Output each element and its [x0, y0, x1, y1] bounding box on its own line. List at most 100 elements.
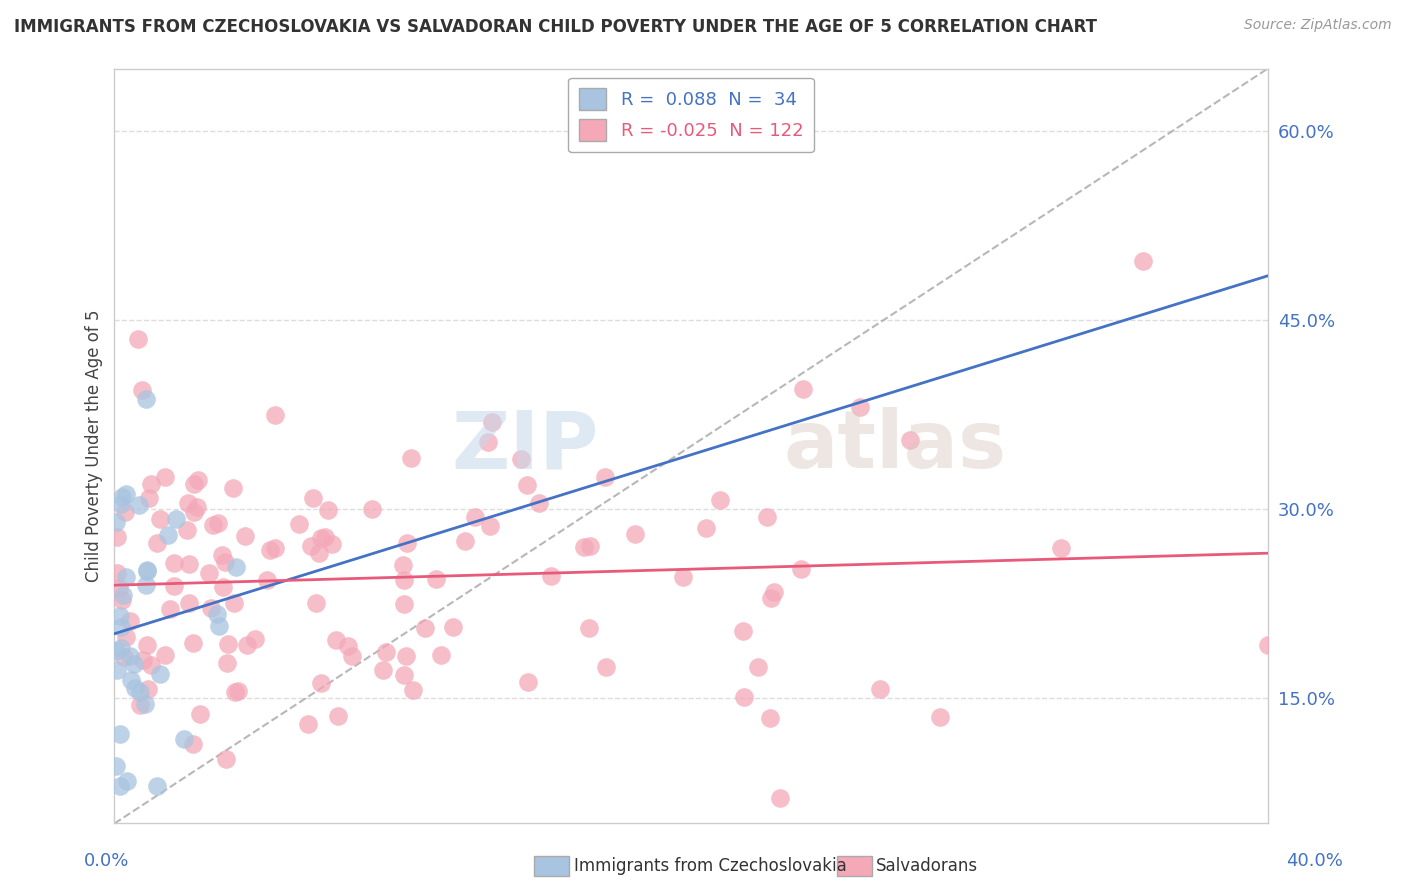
Point [110, 497, 132, 511]
Point [869, 682, 891, 697]
Point [529, 495, 551, 509]
Point [105, 566, 128, 580]
Point [128, 698, 150, 713]
Point [105, 663, 128, 677]
Point [215, 752, 238, 766]
Point [481, 415, 503, 429]
Point [245, 632, 267, 646]
Point [392, 597, 415, 611]
Point [118, 614, 141, 628]
Point [135, 578, 157, 592]
Point [177, 496, 200, 510]
Point [136, 563, 159, 577]
Point [595, 659, 617, 673]
Point [128, 498, 150, 512]
Point [135, 564, 157, 578]
Point [183, 477, 205, 491]
Point [900, 433, 922, 447]
Point [136, 681, 159, 696]
Point [297, 717, 319, 731]
Point [105, 515, 128, 529]
Point [136, 638, 159, 652]
Point [115, 486, 138, 500]
Point [190, 706, 212, 721]
Point [186, 500, 208, 514]
Point [759, 591, 782, 605]
Point [115, 630, 138, 644]
Point [321, 537, 343, 551]
Point [593, 470, 616, 484]
Point [108, 582, 131, 596]
Text: ZIP: ZIP [451, 407, 599, 485]
Point [159, 601, 181, 615]
Point [222, 481, 245, 495]
Point [326, 709, 349, 723]
Point [769, 791, 792, 805]
Text: 40.0%: 40.0% [1286, 852, 1343, 870]
Point [792, 382, 814, 396]
Point [111, 588, 134, 602]
Point [114, 504, 136, 518]
Point [305, 596, 328, 610]
Point [181, 636, 204, 650]
Point [361, 501, 384, 516]
Point [756, 510, 779, 524]
Point [425, 573, 447, 587]
Point [392, 558, 415, 573]
Point [392, 574, 415, 588]
Point [309, 676, 332, 690]
Point [264, 408, 287, 422]
Point [108, 779, 131, 793]
Point [225, 560, 247, 574]
Point [477, 435, 499, 450]
Point [207, 516, 229, 530]
Point [112, 649, 135, 664]
Point [110, 727, 132, 741]
Point [214, 555, 236, 569]
Point [402, 683, 425, 698]
Point [115, 773, 138, 788]
Point [790, 562, 813, 576]
Point [146, 536, 169, 550]
Point [395, 649, 418, 664]
Point [1132, 254, 1154, 268]
Point [222, 596, 245, 610]
Point [163, 556, 186, 570]
Y-axis label: Child Poverty Under the Age of 5: Child Poverty Under the Age of 5 [86, 310, 103, 582]
Point [256, 574, 278, 588]
Point [177, 558, 200, 572]
Point [110, 641, 132, 656]
Point [173, 731, 195, 746]
Point [259, 543, 281, 558]
Point [200, 601, 222, 615]
Point [115, 569, 138, 583]
Point [287, 517, 309, 532]
Point [709, 493, 731, 508]
Text: 0.0%: 0.0% [84, 852, 129, 870]
Point [1257, 638, 1279, 652]
Point [105, 643, 128, 657]
Point [325, 633, 347, 648]
Point [373, 664, 395, 678]
Point [308, 545, 330, 559]
Point [110, 620, 132, 634]
Point [197, 566, 219, 580]
Point [233, 528, 256, 542]
Point [929, 710, 952, 724]
Point [217, 636, 239, 650]
Text: Source: ZipAtlas.com: Source: ZipAtlas.com [1244, 18, 1392, 32]
Point [479, 519, 502, 533]
Point [153, 648, 176, 662]
Point [337, 639, 360, 653]
Point [695, 521, 717, 535]
Point [311, 531, 333, 545]
Text: Salvadorans: Salvadorans [876, 857, 979, 875]
Point [156, 528, 179, 542]
Point [134, 697, 156, 711]
Point [146, 779, 169, 793]
Text: Immigrants from Czechoslovakia: Immigrants from Czechoslovakia [574, 857, 846, 875]
Point [340, 648, 363, 663]
Point [540, 569, 562, 583]
Point [111, 593, 134, 607]
Point [183, 505, 205, 519]
